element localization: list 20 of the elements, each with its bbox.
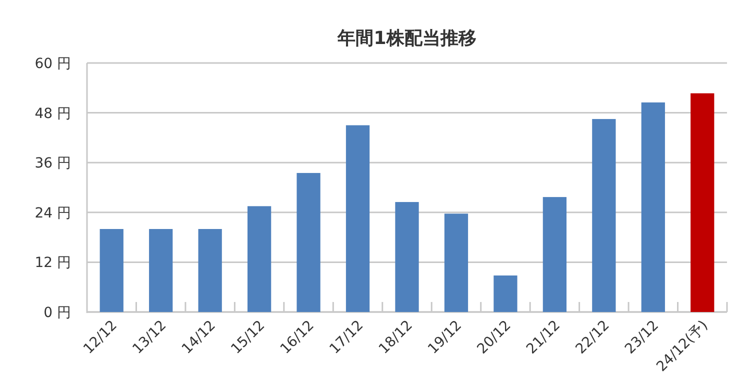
bar (296, 172, 320, 312)
y-tick-label: 0 円 (44, 305, 71, 321)
bar (346, 125, 370, 312)
chart-title: 年間1株配当推移 (336, 28, 476, 49)
y-tick-label: 36 円 (34, 156, 71, 172)
bar (592, 119, 616, 312)
bar (542, 197, 567, 312)
bar (444, 214, 468, 312)
bar (100, 229, 124, 312)
bar (690, 93, 714, 312)
y-tick-label: 48 円 (34, 106, 71, 122)
bar (641, 102, 665, 312)
bar (395, 202, 419, 312)
bar (198, 229, 222, 312)
bar (149, 229, 173, 312)
y-tick-label: 24 円 (34, 205, 71, 222)
y-tick-label: 60 円 (34, 56, 71, 72)
y-tick-label: 12 円 (34, 255, 71, 272)
bar (247, 206, 272, 312)
bar (494, 275, 518, 312)
